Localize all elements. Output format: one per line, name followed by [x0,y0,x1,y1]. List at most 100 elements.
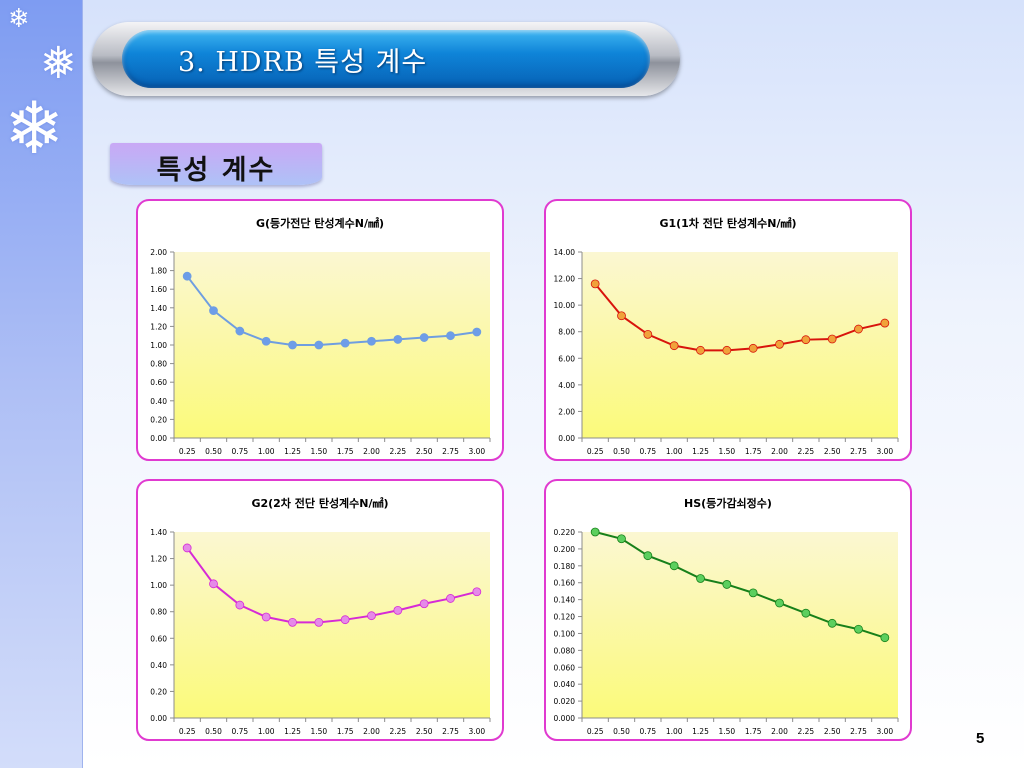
chart-g2: G2(2차 전단 탄성계수N/㎟) 0.00 0.20 0.40 0.60 0.80 1.0… [150,496,491,736]
slide-title: 3. HDRB 특성 계수 [178,47,428,78]
y-tick-label: 1.20 [150,555,167,564]
x-tick-label: 3.00 [468,447,485,456]
data-point [446,594,455,603]
x-tick-label: 0.75 [231,727,248,736]
section-label-text: 특성 계수 [156,155,276,186]
y-tick-label: 1.00 [150,341,167,350]
y-tick-label: 0.40 [150,397,167,406]
y-tick-label: 1.40 [150,528,167,537]
data-point [419,599,429,609]
y-tick-label: 0.200 [554,545,576,554]
data-point [590,279,600,289]
y-tick-label: 0.000 [554,714,576,723]
data-point [775,598,784,608]
y-tick-label: 0.220 [554,528,576,537]
x-tick-label: 1.25 [692,447,709,456]
data-point [288,340,297,350]
x-tick-label: 1.50 [718,727,735,736]
data-point [472,327,482,337]
plot-area [174,532,490,718]
x-tick-label: 0.75 [639,727,656,736]
data-point [235,326,245,336]
data-point [827,334,837,344]
x-tick-label: 1.00 [258,727,275,736]
chart-g1: G1(1차 전단 탄성계수N/㎟) 0.00 2.00 4.00 6.00 8.00 10.… [554,216,899,456]
chart-panel-g1: G1(1차 전단 탄성계수N/㎟) 0.00 2.00 4.00 6.00 8.00 10.… [544,199,912,461]
chart-title: G2(2차 전단 탄성계수N/㎟) [251,496,388,510]
y-tick-label: 0.120 [554,613,576,622]
x-tick-label: 2.25 [389,447,406,456]
y-tick-label: 0.00 [150,714,167,723]
data-point [261,612,271,622]
data-point [854,324,863,334]
x-tick-label: 0.25 [179,727,196,736]
y-tick-label: 0.60 [150,634,167,643]
x-tick-label: 0.50 [205,447,222,456]
y-tick-label: 1.40 [150,304,167,313]
chart-title: G(등가전단 탄성계수N/㎟) [256,216,384,230]
x-tick-label: 1.00 [666,447,683,456]
x-tick-label: 0.25 [587,727,604,736]
y-tick-label: 0.20 [150,687,167,696]
x-tick-label: 0.25 [179,447,196,456]
x-tick-label: 1.75 [745,447,762,456]
x-tick-label: 2.50 [416,447,433,456]
y-tick-label: 2.00 [558,407,575,416]
x-tick-label: 2.00 [771,447,788,456]
x-tick-label: 0.75 [639,447,656,456]
x-tick-label: 1.25 [692,727,709,736]
x-tick-label: 2.50 [824,727,841,736]
y-tick-label: 2.00 [150,248,167,257]
y-tick-label: 0.00 [558,434,575,443]
x-tick-label: 2.00 [363,727,380,736]
data-point [617,534,626,544]
series-line [186,547,478,624]
data-point [393,605,403,615]
y-tick-label: 8.00 [558,328,575,337]
x-tick-label: 1.75 [337,447,354,456]
data-point [669,561,679,571]
chart-g: G(등가전단 탄성계수N/㎟) 0.00 0.20 0.40 0.60 0.80 1.00 1… [150,216,491,456]
data-point [722,580,732,589]
x-tick-label: 2.50 [416,727,433,736]
y-tick-label: 12.00 [554,275,576,284]
x-tick-label: 1.50 [718,447,735,456]
x-tick-label: 2.25 [389,727,406,736]
y-tick-label: 6.00 [558,354,575,363]
x-tick-label: 1.00 [666,727,683,736]
y-tick-label: 0.00 [150,434,167,443]
data-point [696,345,705,355]
x-tick-label: 2.00 [363,447,380,456]
y-tick-label: 0.040 [554,680,576,689]
y-tick-label: 0.60 [150,378,167,387]
data-point [235,600,245,610]
x-tick-label: 3.00 [468,727,485,736]
data-point [722,345,732,355]
snowflake-icon: ❅ [40,38,77,89]
data-point [419,333,429,342]
y-tick-label: 0.40 [150,661,167,670]
data-point [669,341,679,351]
data-point [314,617,324,627]
x-tick-label: 1.25 [284,727,301,736]
x-tick-label: 1.75 [745,727,762,736]
y-tick-label: 0.100 [554,629,576,638]
x-tick-label: 0.50 [613,727,630,736]
y-tick-label: 0.080 [554,646,576,655]
x-tick-label: 2.00 [771,727,788,736]
data-point [261,336,271,346]
x-tick-label: 1.50 [310,447,327,456]
data-point [643,329,653,339]
data-point [367,336,376,346]
title-bar-inner [122,30,650,88]
x-tick-label: 0.25 [587,447,604,456]
x-tick-label: 2.75 [850,727,867,736]
chart-title: HS(등가감쇠정수) [684,496,772,510]
data-point [590,527,600,537]
x-tick-label: 0.50 [205,727,222,736]
x-tick-label: 1.25 [284,447,301,456]
chart-panel-hs: HS(등가감쇠정수) 0.000 0.020 0.040 0.060 0.080 0.100… [544,479,912,741]
data-point [643,551,653,561]
x-tick-label: 0.75 [231,447,248,456]
data-point [880,633,890,643]
